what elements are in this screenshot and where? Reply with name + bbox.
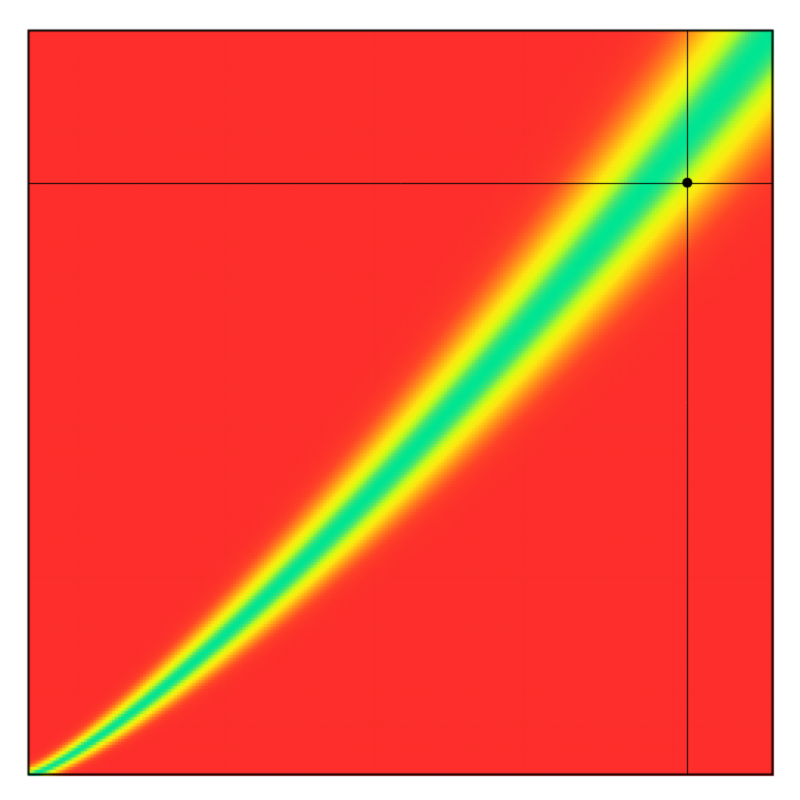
- chart-figure: TheBottleneck.com: [0, 0, 800, 800]
- heatmap-plot: [0, 0, 800, 800]
